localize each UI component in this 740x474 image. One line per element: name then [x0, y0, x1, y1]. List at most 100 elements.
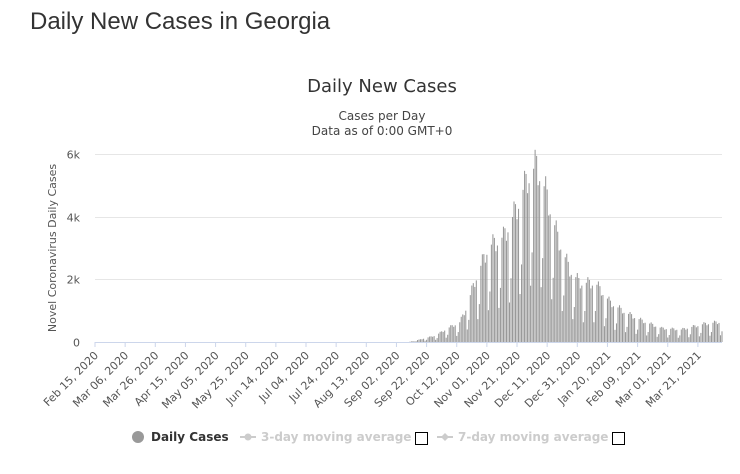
daily-cases-bar — [499, 287, 501, 342]
daily-cases-bar — [490, 244, 492, 342]
daily-cases-bar — [522, 189, 524, 342]
daily-cases-bar — [531, 252, 533, 342]
daily-cases-bar — [579, 288, 581, 342]
daily-cases-bar — [584, 310, 586, 342]
daily-cases-bar — [498, 307, 500, 342]
daily-cases-bar — [662, 327, 664, 342]
daily-cases-bar — [527, 193, 529, 342]
daily-cases-bar — [514, 204, 517, 342]
daily-cases-bar — [563, 295, 565, 342]
daily-cases-bar — [543, 186, 545, 342]
daily-cases-bar — [545, 176, 547, 342]
daily-cases-bar — [617, 307, 619, 342]
daily-cases-bar — [516, 219, 518, 342]
daily-cases-bar — [716, 324, 719, 342]
legend-3day-average[interactable]: 3-day moving average — [240, 430, 411, 444]
daily-cases-bar — [465, 310, 467, 342]
daily-cases-bar — [691, 326, 693, 342]
daily-cases-bar — [508, 302, 511, 342]
daily-cases-bar — [521, 264, 523, 342]
daily-cases-bar — [486, 254, 488, 342]
daily-cases-bar — [505, 240, 507, 342]
daily-cases-bar — [504, 228, 506, 342]
daily-cases-bar — [456, 335, 458, 342]
daily-cases-bar — [664, 329, 666, 342]
daily-cases-bar — [623, 312, 625, 342]
daily-cases-bar — [420, 339, 422, 342]
daily-cases-bar — [528, 183, 530, 342]
daily-cases-bar — [628, 313, 630, 342]
daily-cases-bar — [561, 311, 563, 342]
daily-cases-bar — [701, 324, 703, 342]
daily-cases-bar — [671, 327, 673, 342]
daily-cases-bar — [576, 273, 578, 342]
daily-cases-bar — [466, 329, 468, 342]
daily-cases-bar — [650, 322, 652, 342]
daily-cases-bar — [463, 315, 465, 342]
daily-cases-bar — [537, 185, 539, 342]
daily-cases-bar — [575, 277, 577, 342]
daily-cases-bar — [688, 337, 690, 342]
daily-cases-bar — [707, 324, 709, 342]
daily-cases-bar — [518, 208, 520, 342]
legend-7day-checkbox[interactable] — [612, 432, 625, 445]
daily-cases-bar — [612, 306, 615, 342]
daily-cases-bar — [459, 322, 461, 342]
daily-cases-bar — [698, 336, 700, 342]
daily-cases-bar — [683, 328, 685, 342]
legend-daily-cases-label: Daily Cases — [151, 430, 229, 444]
daily-cases-bar — [632, 318, 634, 342]
chart-legend: Daily Cases 3-day moving average 7-day m… — [132, 430, 625, 445]
daily-cases-bar — [600, 295, 602, 342]
daily-cases-bar — [524, 170, 526, 342]
daily-cases-bar — [435, 339, 437, 342]
daily-cases-bar — [611, 307, 613, 342]
daily-cases-bar — [626, 326, 628, 342]
daily-cases-bar — [599, 286, 601, 342]
daily-cases-bar — [597, 281, 599, 342]
daily-cases-bar — [423, 338, 425, 342]
daily-cases-bar — [673, 328, 675, 342]
daily-cases-bar — [622, 313, 624, 342]
daily-cases-bar — [507, 232, 509, 342]
daily-cases-bar — [715, 321, 717, 342]
daily-cases-bar — [703, 322, 705, 342]
daily-cases-bar — [493, 237, 495, 342]
daily-cases-bar — [700, 332, 702, 342]
daily-cases-bar — [585, 282, 587, 342]
legend-7day-average[interactable]: 7-day moving average — [437, 430, 608, 444]
daily-cases-bar — [540, 287, 542, 342]
daily-cases-bar — [640, 317, 642, 342]
daily-cases-bar — [652, 323, 654, 342]
daily-cases-bar — [496, 245, 498, 342]
daily-cases-bar — [412, 341, 414, 342]
daily-cases-bar — [655, 326, 657, 342]
daily-cases-bar — [614, 329, 616, 342]
daily-cases-bar — [594, 310, 596, 342]
daily-cases-bar — [603, 326, 605, 342]
legend-3day-checkbox[interactable] — [415, 432, 428, 445]
daily-cases-bar — [682, 327, 684, 342]
daily-cases-bar — [587, 277, 589, 342]
daily-cases-bar — [582, 322, 584, 342]
grid-lines — [95, 154, 722, 280]
daily-cases-bar — [608, 296, 610, 342]
daily-cases-bar — [410, 341, 413, 342]
legend-3day-marker — [244, 433, 252, 441]
daily-cases-bar — [697, 326, 699, 342]
daily-cases-bar — [536, 155, 538, 342]
daily-cases-bar — [572, 319, 574, 342]
daily-cases-bar — [551, 299, 553, 342]
legend-daily-cases[interactable]: Daily Cases — [132, 430, 229, 444]
daily-cases-bar — [462, 314, 464, 342]
daily-cases-bar — [634, 318, 636, 342]
daily-cases-bar — [432, 336, 434, 342]
daily-cases-bar — [667, 337, 669, 342]
y-tick-label: 4k — [67, 212, 81, 225]
daily-cases-bar — [483, 254, 485, 342]
daily-cases-bar — [570, 274, 572, 342]
daily-cases-bar — [542, 258, 544, 342]
daily-cases-bar — [635, 333, 637, 342]
